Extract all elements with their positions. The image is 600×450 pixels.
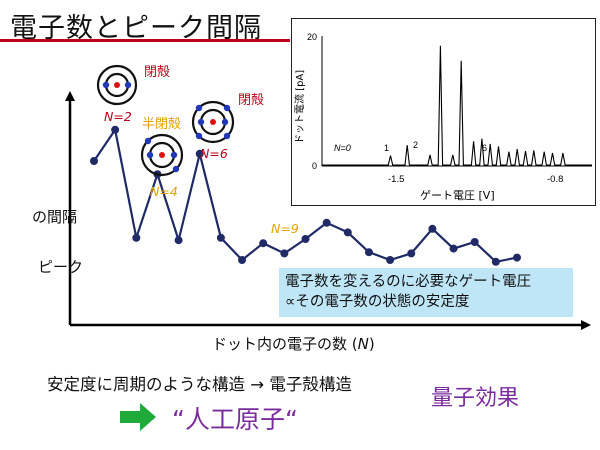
inset-current-trace [322, 45, 592, 166]
peak-spacing-point [174, 236, 183, 245]
coulomb-oscillation-inset: 20 0 -1.5 -0.8 ゲート電圧 [V] ドット電流 [pA] N=0 … [291, 18, 596, 206]
peak-spacing-point [322, 218, 331, 227]
peak-spacing-point [364, 248, 373, 257]
peak-spacing-point [407, 249, 416, 258]
peak-spacing-point [132, 233, 141, 242]
peak-spacing-point [343, 228, 352, 237]
inset-x-label: ゲート電圧 [V] [420, 189, 495, 202]
inset-xtick-1: -1.5 [388, 174, 404, 185]
artificial-atom-label: “人工原子“ [172, 405, 298, 434]
peak-spacing-point [280, 249, 289, 258]
peak-spacing-point [301, 235, 310, 243]
peak-spacing-point [386, 256, 395, 264]
n4-label: N=4 [150, 184, 178, 199]
inset-xtick-2: -0.8 [547, 174, 563, 185]
inset-annot-n0: N=0 [334, 143, 351, 153]
result-arrow-icon [120, 403, 156, 431]
shell-diagram-n6-icon [191, 100, 235, 144]
peak-spacing-point [111, 125, 120, 134]
inset-ytick-20: 20 [307, 32, 317, 42]
inset-chart: 20 0 -1.5 -0.8 ゲート電圧 [V] ドット電流 [pA] N=0 … [293, 32, 592, 202]
peak-spacing-point [513, 253, 521, 262]
inset-y-label: ドット電流 [pA] [293, 70, 306, 144]
peak-spacing-point [216, 233, 225, 242]
shell-diagram-n2-icon [96, 64, 138, 106]
n9-label: N=9 [271, 221, 299, 236]
y-axis-label-line1: の間隔 [32, 208, 78, 226]
quantum-effect-label: 量子効果 [431, 386, 520, 411]
n2-label: N=2 [104, 109, 132, 124]
closed-shell-label-1: 閉殻 [144, 65, 171, 80]
peak-spacing-point [195, 149, 204, 158]
x-axis-label: ドット内の電子の数 (N) [212, 335, 375, 353]
peak-spacing-point [428, 224, 437, 233]
inset-annot-1: 1 [384, 143, 389, 153]
note-line-2: ∝その電子数の状態の安定度 [285, 294, 470, 310]
stability-note: 電子数を変えるのに必要なゲート電圧 ∝その電子数の状態の安定度 [279, 268, 573, 317]
peak-spacing-series [90, 125, 521, 266]
y-axis-label-line2: ピーク [38, 258, 84, 276]
shell-structure-statement: 安定度に周期のような構造 → 電子殻構造 [47, 375, 352, 394]
inset-ytick-0: 0 [312, 161, 317, 171]
peak-spacing-point [449, 244, 458, 253]
shell-diagram-n4-icon [140, 133, 184, 177]
title-underline [0, 39, 290, 42]
peak-spacing-point [491, 257, 500, 266]
peak-spacing-point [90, 157, 98, 165]
inset-annot-6: 6 [482, 143, 487, 153]
inset-annot-2: 2 [413, 140, 418, 150]
page-title: 電子数とピーク間隔 [10, 13, 262, 44]
peak-spacing-point [238, 256, 247, 264]
note-line-1: 電子数を変えるのに必要なゲート電圧 [285, 274, 532, 290]
closed-shell-label-2: 閉殻 [238, 93, 265, 108]
peak-spacing-point [470, 238, 479, 246]
half-closed-label: 半閉殻 [142, 117, 182, 132]
n6-label: N=6 [200, 146, 228, 161]
peak-spacing-point [259, 239, 268, 248]
